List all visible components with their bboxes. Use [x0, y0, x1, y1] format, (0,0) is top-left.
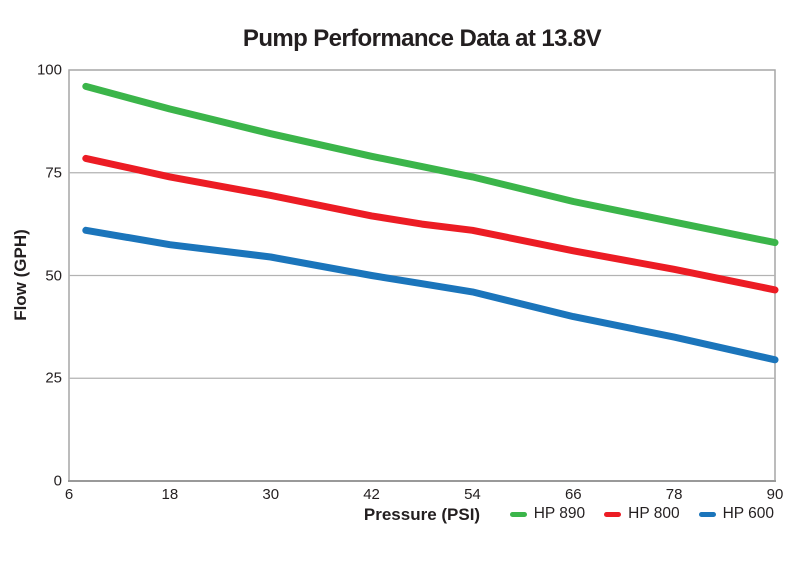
x-tick-label-6: 6: [64, 486, 74, 503]
x-tick-label-30: 30: [262, 486, 280, 503]
x-axis-label: Pressure (PSI): [363, 505, 481, 524]
y-tick-label-50: 50: [45, 267, 62, 284]
y-axis-ticks: 0 25 50 75 100: [0, 0, 62, 561]
y-tick-label-25: 25: [45, 369, 62, 387]
y-tick-label-100: 100: [36, 61, 62, 79]
legend-item-hp-890: HP 890: [509, 505, 586, 523]
x-tick-label-78: 78: [665, 486, 683, 503]
legend-label: HP 800: [628, 505, 680, 522]
series-line-hp-600: [82, 226, 779, 364]
legend-item-hp-600: HP 600: [698, 505, 774, 523]
legend-swatch-icon: [509, 511, 527, 517]
legend-label: HP 890: [533, 505, 586, 522]
x-axis-ticks: 6 18 30 42 54 66 78 90: [0, 486, 800, 506]
chart-title: Pump Performance Data at 13.8V: [242, 25, 602, 52]
x-tick-label-66: 66: [564, 486, 582, 503]
x-tick-label-54: 54: [464, 486, 481, 503]
legend: HP 890 HP 800 HP 600: [509, 503, 774, 525]
x-tick-label-42: 42: [363, 486, 380, 503]
legend-item-hp-800: HP 800: [604, 505, 680, 523]
x-tick-label-90: 90: [766, 486, 784, 503]
x-tick-label-18: 18: [161, 486, 179, 503]
y-tick-label-0: 0: [53, 472, 62, 490]
series-line-hp-890: [82, 82, 779, 247]
legend-swatch-icon: [698, 511, 716, 517]
series-line-hp-800: [82, 154, 779, 294]
y-tick-label-75: 75: [45, 164, 62, 182]
legend-label: HP 600: [722, 505, 774, 522]
legend-swatch-icon: [604, 511, 622, 517]
